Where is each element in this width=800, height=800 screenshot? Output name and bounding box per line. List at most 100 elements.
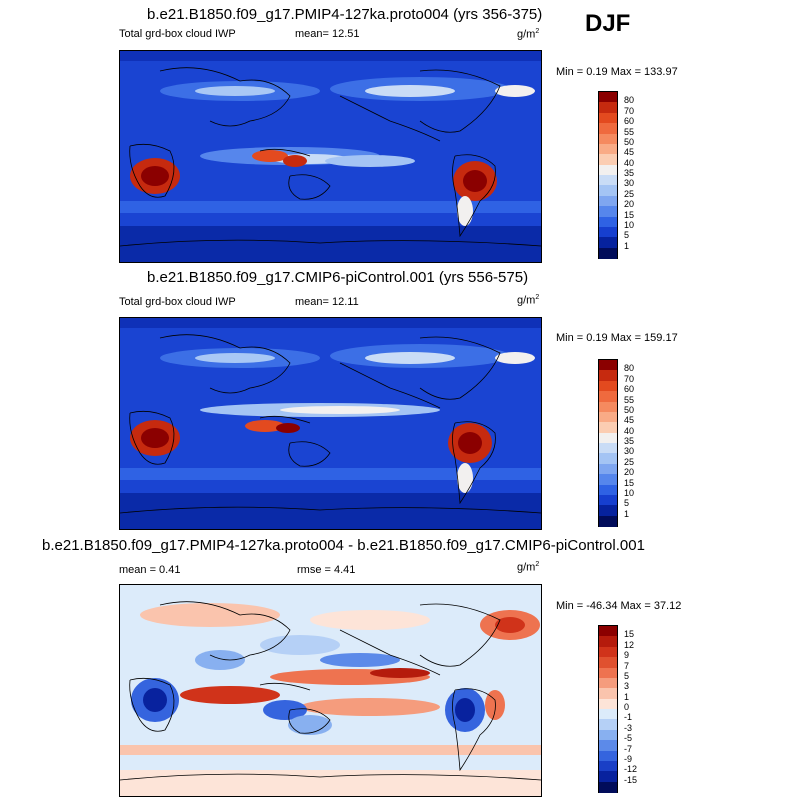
colorbar-tick-label: 80 — [624, 363, 635, 374]
colorbar-tick-label: 50 — [624, 404, 635, 415]
colorbar-segment — [599, 484, 617, 496]
colorbar-segment — [599, 719, 617, 731]
panel-top-mean-label: mean= 12.51 — [295, 28, 360, 40]
colorbar-segment — [599, 709, 617, 720]
colorbar-segment — [599, 206, 617, 217]
colorbar-tick-label: 15 — [624, 477, 635, 488]
panel-mid-title: b.e21.B1850.f09_g17.CMIP6-piControl.001 … — [147, 269, 529, 286]
colorbar-tick-label: 7 — [624, 660, 630, 671]
colorbar-segment — [599, 626, 617, 637]
colorbar-segment — [599, 154, 617, 166]
colorbar-segment — [599, 781, 617, 793]
panel-diff-map — [119, 584, 542, 797]
colorbar-segment — [599, 112, 617, 124]
colorbar-segment — [599, 443, 617, 454]
colorbar-tick-label: -9 — [624, 753, 633, 764]
colorbar-tick-label: 3 — [624, 681, 630, 692]
colorbar-segment — [599, 360, 617, 371]
colorbar-tick-label: 70 — [624, 105, 635, 116]
panel-mid-mean-label: mean= 12.11 — [295, 296, 359, 308]
colorbar-tick-label: 1 — [624, 240, 630, 251]
colorbar-tick-label: 30 — [624, 446, 635, 457]
colorbar-tick-label: -3 — [624, 722, 633, 733]
colorbar-segment — [599, 760, 617, 772]
colorbar-segment — [599, 237, 617, 249]
colorbar-segment — [599, 494, 617, 506]
colorbar-tick-label: -15 — [624, 774, 638, 785]
colorbar-segment — [599, 380, 617, 392]
panel-diff-minmax: Min = -46.34 Max = 37.12 — [556, 600, 682, 612]
colorbar-segment — [599, 164, 617, 176]
colorbar-tick-label: -12 — [624, 764, 638, 775]
panel-mid-variable-label: Total grd-box cloud IWP — [119, 296, 236, 308]
colorbar-segment — [599, 401, 617, 413]
panel-top-variable-label: Total grd-box cloud IWP — [119, 28, 236, 40]
colorbar-segment — [599, 133, 617, 145]
colorbar-segment — [599, 453, 617, 465]
colorbar-tick-label: 45 — [624, 415, 635, 426]
colorbar-tick-label: -5 — [624, 733, 633, 744]
colorbar-segment — [599, 515, 617, 527]
colorbar-tick-label: 40 — [624, 157, 635, 168]
colorbar-segment — [599, 195, 617, 207]
panel-top-colorbar — [598, 91, 618, 259]
colorbar-segment — [599, 729, 617, 741]
colorbar-segment — [599, 411, 617, 423]
colorbar-segment — [599, 505, 617, 517]
colorbar-segment — [599, 185, 617, 197]
colorbar-tick-label: 20 — [624, 199, 635, 210]
colorbar-segment — [599, 688, 617, 700]
colorbar-tick-label: 20 — [624, 467, 635, 478]
colorbar-tick-label: 5 — [624, 670, 630, 681]
colorbar-segment — [599, 667, 617, 679]
colorbar-tick-label: 30 — [624, 178, 635, 189]
colorbar-tick-label: 5 — [624, 498, 630, 509]
colorbar-segment — [599, 740, 617, 751]
colorbar-tick-label: 10 — [624, 487, 635, 498]
colorbar-segment — [599, 677, 617, 689]
colorbar-segment — [599, 771, 617, 783]
colorbar-tick-label: 15 — [624, 209, 635, 220]
colorbar-tick-label: 55 — [624, 394, 635, 405]
panel-top-units: g/m2 — [517, 28, 540, 41]
colorbar-tick-label: 1 — [624, 691, 630, 702]
colorbar-tick-label: 35 — [624, 436, 635, 446]
panel-top-map — [119, 50, 542, 263]
colorbar-tick-label: 10 — [624, 219, 635, 230]
panel-mid-units: g/m2 — [517, 294, 540, 307]
panel-top-title: b.e21.B1850.f09_g17.PMIP4-127ka.proto004… — [147, 6, 543, 23]
panel-diff-mean-label: mean = 0.41 — [119, 564, 181, 576]
panel-top-minmax: Min = 0.19 Max = 133.97 — [556, 66, 678, 78]
colorbar-tick-label: 5 — [624, 230, 630, 241]
colorbar-segment — [599, 750, 617, 762]
panel-diff-rmse-label: rmse = 4.41 — [297, 564, 356, 576]
colorbar-segment — [599, 646, 617, 658]
colorbar-segment — [599, 102, 617, 114]
colorbar-segment — [599, 422, 617, 434]
colorbar-segment — [599, 370, 617, 382]
colorbar-tick-label: 60 — [624, 116, 635, 127]
colorbar-tick-label: 25 — [624, 188, 635, 199]
colorbar-tick-label: -1 — [624, 712, 633, 723]
colorbar-segment — [599, 216, 617, 228]
colorbar-tick-label: 35 — [624, 168, 635, 178]
colorbar-tick-label: 1 — [624, 508, 630, 519]
colorbar-segment — [599, 143, 617, 155]
panel-diff-title: b.e21.B1850.f09_g17.PMIP4-127ka.proto004… — [42, 537, 645, 554]
colorbar-tick-label: 45 — [624, 147, 635, 158]
colorbar-segment — [599, 698, 617, 710]
colorbar-tick-label: 0 — [624, 702, 630, 712]
panel-mid-map — [119, 317, 542, 530]
colorbar-tick-label: 15 — [624, 629, 635, 640]
panel-diff-colorbar — [598, 625, 618, 793]
colorbar-tick-label: -7 — [624, 743, 633, 754]
colorbar-segment — [599, 92, 617, 103]
colorbar-tick-label: 50 — [624, 136, 635, 147]
colorbar-segment — [599, 391, 617, 402]
panel-mid-colorbar — [598, 359, 618, 527]
colorbar-segment — [599, 657, 617, 668]
colorbar-segment — [599, 226, 617, 238]
season-label: DJF — [585, 10, 631, 37]
colorbar-segment — [599, 247, 617, 259]
colorbar-segment — [599, 432, 617, 444]
